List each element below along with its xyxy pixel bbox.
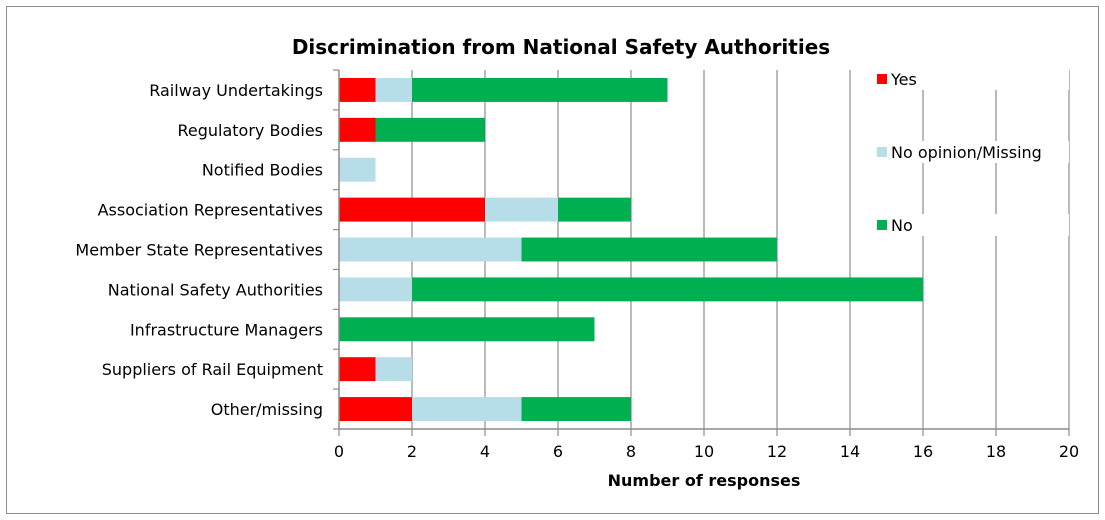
x-tick-label-4: 4 (480, 442, 490, 461)
bar-national-safety-authorities-no-opinion-missing (339, 277, 412, 302)
category-label-member-state-representatives: Member State Representatives (75, 241, 323, 260)
x-tick-label-2: 2 (407, 442, 417, 461)
x-tick-label-0: 0 (334, 442, 344, 461)
legend-swatch-yes (877, 74, 887, 84)
bar-other-missing-yes (339, 397, 412, 422)
legend-bg (873, 214, 1069, 236)
chart-title: Discrimination from National Safety Auth… (292, 35, 830, 59)
x-tick-label-18: 18 (986, 442, 1006, 461)
bar-other-missing-no (521, 397, 631, 422)
chart-frame: Discrimination from National Safety Auth… (6, 6, 1099, 514)
category-label-infrastructure-managers: Infrastructure Managers (130, 320, 323, 339)
x-tick-label-10: 10 (694, 442, 714, 461)
stacked-bar-chart: Discrimination from National Safety Auth… (75, 35, 1079, 490)
legend-bg (873, 68, 1069, 90)
axes (333, 69, 1070, 436)
x-tick-label-14: 14 (840, 442, 860, 461)
bar-association-representatives-no-opinion-missing (485, 197, 558, 222)
legend-bg (873, 141, 1069, 163)
category-labels: Railway Undertakings Regulatory Bodies Not… (75, 81, 323, 419)
bar-association-representatives-yes (339, 197, 485, 222)
category-label-regulatory-bodies: Regulatory Bodies (177, 121, 323, 140)
bar-member-state-representatives-no-opinion-missing (339, 237, 522, 262)
legend-label-yes: Yes (890, 70, 917, 89)
bar-notified-bodies-no-opinion-missing (339, 157, 376, 182)
x-tick-label-20: 20 (1059, 442, 1079, 461)
legend-label-no-opinion-missing: No opinion/Missing (891, 143, 1042, 162)
category-label-suppliers-of-rail-equipment: Suppliers of Rail Equipment (102, 360, 323, 379)
bar-regulatory-bodies-no (375, 117, 485, 142)
bar-railway-undertakings-yes (339, 77, 376, 102)
legend-swatch-no-opinion-missing (877, 147, 887, 157)
category-label-national-safety-authorities: National Safety Authorities (108, 280, 323, 299)
x-tick-label-16: 16 (913, 442, 933, 461)
category-label-other-missing: Other/missing (211, 400, 323, 419)
bar-suppliers-of-rail-equipment-no-opinion-missing (375, 357, 412, 382)
category-label-railway-undertakings: Railway Undertakings (149, 81, 323, 100)
bars (339, 77, 923, 422)
x-tick-label-8: 8 (626, 442, 636, 461)
x-tick-label-12: 12 (767, 442, 787, 461)
x-tick-label-6: 6 (553, 442, 563, 461)
legend-swatch-no (877, 220, 887, 230)
bar-infrastructure-managers-no (339, 317, 595, 342)
x-tick-labels: 0 2 4 6 8 10 12 14 16 18 20 (334, 442, 1079, 461)
bar-national-safety-authorities-no (412, 277, 923, 302)
bar-member-state-representatives-no (521, 237, 777, 262)
bar-railway-undertakings-no (412, 77, 668, 102)
bar-association-representatives-no (558, 197, 631, 222)
category-label-association-representatives: Association Representatives (98, 201, 323, 220)
bar-railway-undertakings-no-opinion-missing (375, 77, 412, 102)
bar-regulatory-bodies-yes (339, 117, 376, 142)
legend-label-no: No (891, 216, 913, 235)
bar-suppliers-of-rail-equipment-yes (339, 357, 376, 382)
bar-other-missing-no-opinion-missing (412, 397, 522, 422)
category-label-notified-bodies: Notified Bodies (202, 161, 323, 180)
legend: Yes No opinion/Missing No (873, 68, 1069, 236)
x-axis-label: Number of responses (608, 471, 801, 490)
